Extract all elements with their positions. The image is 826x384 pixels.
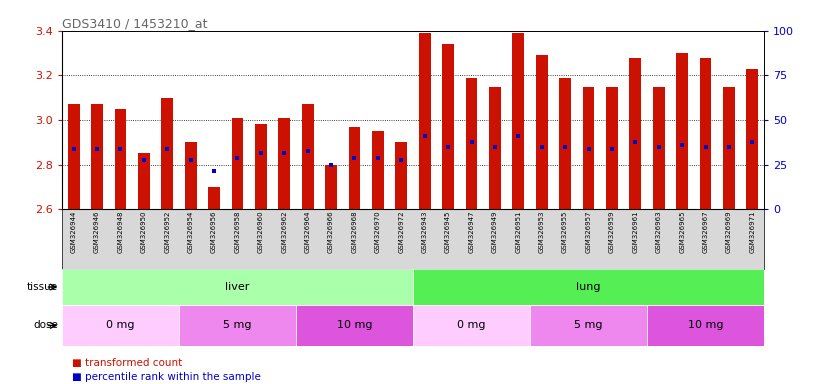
Text: lung: lung [577,282,601,292]
Text: 0 mg: 0 mg [107,320,135,331]
Text: 10 mg: 10 mg [337,320,373,331]
Bar [582,86,595,209]
Bar [231,118,244,209]
Text: GDS3410 / 1453210_at: GDS3410 / 1453210_at [62,17,207,30]
Bar [68,104,79,209]
Bar [647,305,764,346]
Bar [653,86,665,209]
Bar [442,44,454,209]
Bar [676,53,688,209]
Bar [91,104,103,209]
Bar [161,98,173,209]
Bar [536,55,548,209]
Bar [466,78,477,209]
Bar [700,58,711,209]
Bar [349,127,360,209]
Text: tissue: tissue [26,282,58,292]
Bar [255,124,267,209]
Bar [208,187,220,209]
Text: ■ percentile rank within the sample: ■ percentile rank within the sample [72,372,261,382]
Bar [629,58,641,209]
Bar [530,305,647,346]
Text: 5 mg: 5 mg [574,320,603,331]
Bar [325,165,337,209]
Bar [413,305,530,346]
Bar [115,109,126,209]
Bar [301,104,314,209]
Bar [396,142,407,209]
Bar [185,142,197,209]
Bar [559,78,571,209]
Bar [723,86,735,209]
Bar [296,305,413,346]
Bar [372,131,384,209]
Bar [747,69,758,209]
Bar [413,269,764,305]
Text: 10 mg: 10 mg [688,320,724,331]
Text: 0 mg: 0 mg [458,320,486,331]
Bar [419,33,430,209]
Text: ■ transformed count: ■ transformed count [72,358,182,368]
Bar [62,269,413,305]
Bar [489,86,501,209]
Text: 5 mg: 5 mg [223,320,252,331]
Bar [179,305,296,346]
Text: liver: liver [225,282,249,292]
Bar [606,86,618,209]
Bar [512,33,525,209]
Bar [62,305,179,346]
Text: dose: dose [33,320,58,331]
Bar [278,118,290,209]
Bar [138,154,150,209]
